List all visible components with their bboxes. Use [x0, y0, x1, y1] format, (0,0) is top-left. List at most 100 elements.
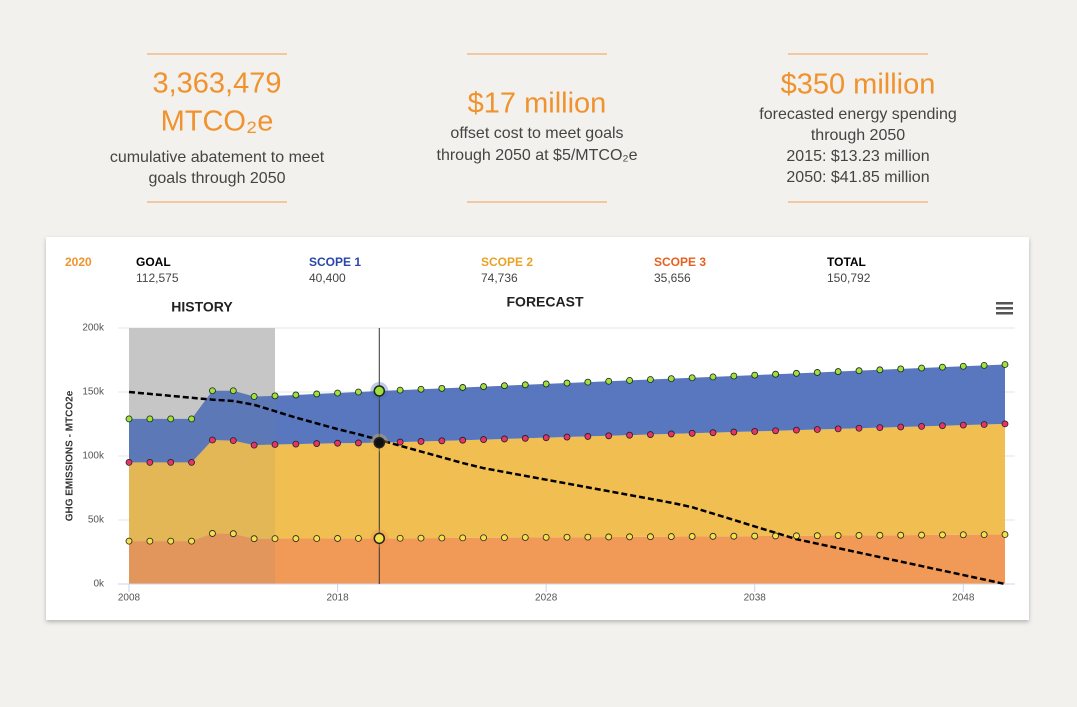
marker — [521, 381, 529, 389]
stat-cards: 3,363,479 MTCO₂e cumulative abatement to… — [110, 53, 957, 203]
y-tick-label: 200k — [82, 323, 105, 334]
marker — [793, 426, 800, 434]
marker — [521, 434, 529, 442]
marker — [584, 533, 592, 541]
x-tick-label: 2018 — [326, 593, 349, 604]
marker — [751, 532, 759, 540]
marker — [939, 363, 946, 371]
marker — [730, 532, 738, 540]
marker — [647, 431, 654, 438]
x-tick-label: 2038 — [744, 593, 767, 604]
marker — [980, 531, 988, 539]
history-overlay — [129, 328, 275, 584]
marker — [855, 532, 863, 539]
legend-name: SCOPE 2 — [481, 255, 533, 269]
menu-bar[interactable] — [996, 302, 1013, 305]
legend-value: 112,575 — [136, 271, 179, 285]
marker — [229, 437, 237, 445]
marker — [501, 534, 508, 541]
marker — [271, 535, 279, 543]
marker — [563, 379, 571, 387]
stat-text: through 2050 at $5/MTCO₂e — [437, 147, 638, 164]
marker — [1001, 361, 1009, 368]
marker — [501, 435, 508, 443]
legend-name: SCOPE 1 — [309, 255, 361, 269]
marker — [709, 429, 717, 437]
marker — [918, 531, 925, 539]
marker — [897, 423, 905, 431]
marker — [647, 376, 654, 383]
marker — [417, 534, 425, 542]
legend-value: 150,792 — [827, 271, 871, 285]
marker — [959, 421, 967, 429]
marker — [834, 425, 842, 433]
y-tick-label: 150k — [82, 387, 105, 398]
marker — [146, 537, 154, 545]
marker — [605, 377, 613, 385]
marker — [939, 531, 946, 539]
marker — [373, 532, 386, 545]
y-axis-label: GHG EMISSIONS - MTCO2e — [65, 390, 76, 521]
marker — [563, 533, 571, 541]
stat-text: offset cost to meet goals — [450, 125, 623, 142]
marker — [459, 534, 467, 542]
marker — [188, 415, 195, 423]
marker — [188, 458, 195, 466]
stat-text: goals through 2050 — [149, 170, 286, 187]
marker — [480, 436, 487, 443]
marker — [292, 440, 300, 448]
history-label: HISTORY — [171, 299, 233, 315]
marker — [813, 369, 821, 376]
marker — [146, 458, 154, 466]
marker — [897, 531, 905, 539]
forecast-label: FORECAST — [507, 294, 584, 310]
marker — [647, 533, 654, 541]
marker — [772, 427, 779, 435]
marker — [584, 378, 592, 386]
stat-value: $17 million — [468, 88, 607, 120]
marker — [605, 432, 613, 440]
menu-bar[interactable] — [996, 307, 1013, 310]
marker — [751, 428, 759, 435]
marker — [897, 365, 905, 373]
legend-value: 40,400 — [309, 271, 346, 285]
marker — [751, 371, 759, 379]
legend-name: SCOPE 3 — [654, 255, 706, 269]
marker — [834, 532, 842, 539]
marker — [584, 433, 592, 440]
marker — [980, 361, 988, 369]
marker — [980, 421, 988, 428]
marker — [167, 415, 175, 423]
marker — [229, 530, 237, 538]
marker — [250, 535, 258, 543]
marker — [772, 532, 779, 540]
marker — [939, 422, 946, 430]
marker — [709, 532, 717, 540]
selected-year: 2020 — [65, 255, 92, 269]
marker — [855, 367, 863, 375]
marker — [667, 375, 675, 383]
marker — [918, 364, 925, 372]
y-tick-label: 100k — [82, 451, 105, 462]
marker — [876, 531, 884, 539]
marker — [521, 534, 529, 541]
x-tick-label: 2048 — [952, 593, 975, 604]
menu-bar[interactable] — [996, 312, 1013, 315]
area — [129, 533, 1005, 584]
marker — [772, 370, 779, 378]
stat-value: $350 million — [781, 69, 936, 101]
marker — [313, 440, 321, 447]
marker — [229, 387, 237, 395]
marker — [292, 391, 300, 399]
marker — [167, 458, 175, 466]
marker — [959, 531, 967, 539]
menu-button[interactable] — [996, 302, 1013, 315]
marker — [396, 534, 404, 542]
marker — [501, 382, 508, 390]
marker — [292, 535, 300, 542]
marker — [542, 533, 550, 541]
marker — [1001, 420, 1009, 428]
legend-name: TOTAL — [827, 255, 866, 269]
marker — [438, 534, 446, 542]
